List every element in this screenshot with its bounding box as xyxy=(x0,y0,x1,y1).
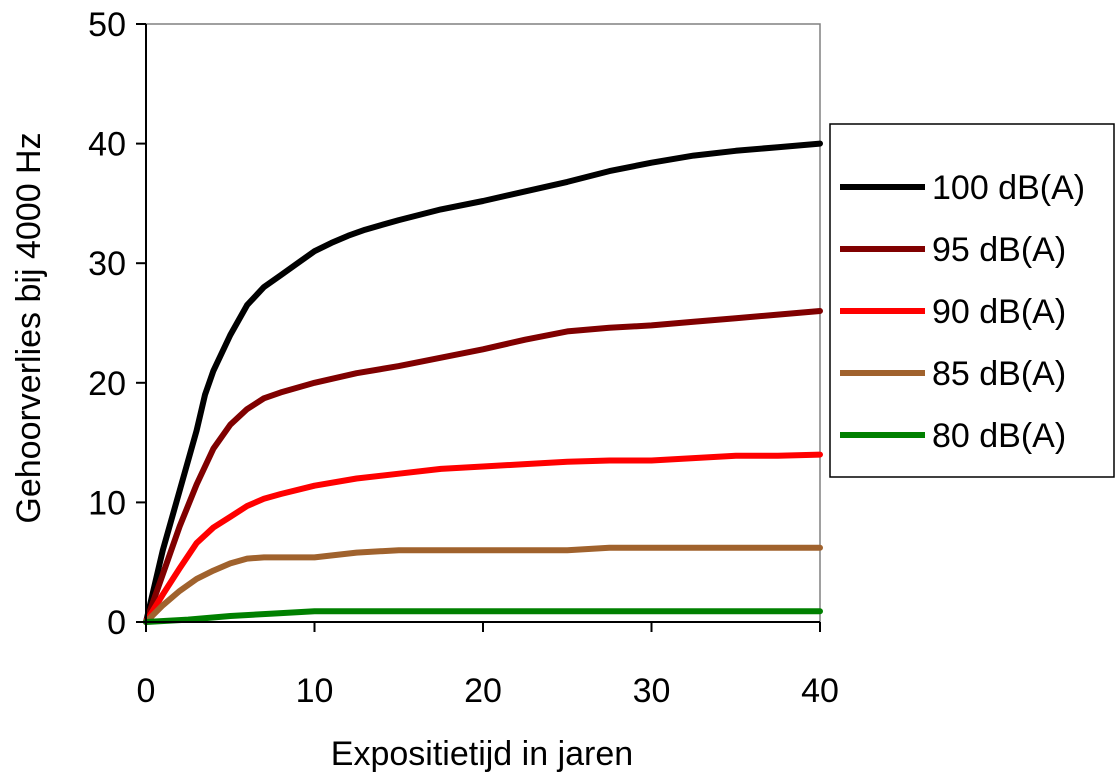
legend: 100 dB(A) 95 dB(A) 90 dB(A) 85 dB(A) 80 dB(A… xyxy=(829,123,1115,478)
axes-layer: 0 10 20 30 40 50 0 10 20 30 40 xyxy=(88,6,839,710)
series-line-4 xyxy=(143,608,823,625)
series-line-0 xyxy=(143,140,823,625)
legend-box xyxy=(829,123,1115,478)
y-tick-label: 20 xyxy=(88,365,126,403)
y-tick-label: 30 xyxy=(88,245,126,283)
x-tick-label: 10 xyxy=(296,672,334,710)
y-tick-label: 10 xyxy=(88,484,126,522)
x-tick-label: 40 xyxy=(801,672,839,710)
legend-label-3: 85 dB(A) xyxy=(932,355,1066,393)
x-tick-label: 20 xyxy=(464,672,502,710)
y-axis-title: Gehoorverlies bij 4000 Hz xyxy=(10,132,48,523)
plot-area-frame xyxy=(145,23,821,623)
x-axis-title: Expositietijd in jaren xyxy=(331,735,633,773)
x-tick-label: 30 xyxy=(633,672,671,710)
x-tick-label: 0 xyxy=(137,672,156,710)
legend-label-4: 80 dB(A) xyxy=(932,417,1066,455)
series-layer xyxy=(143,140,823,625)
y-tick-label: 50 xyxy=(88,6,126,44)
series-line-3 xyxy=(143,544,823,625)
y-tick-label: 40 xyxy=(88,126,126,164)
legend-label-2: 90 dB(A) xyxy=(932,293,1066,331)
legend-label-0: 100 dB(A) xyxy=(932,169,1085,207)
series-line-2 xyxy=(143,451,823,625)
legend-label-1: 95 dB(A) xyxy=(932,231,1066,269)
y-tick-label: 0 xyxy=(107,604,126,642)
series-line-1 xyxy=(143,308,823,625)
